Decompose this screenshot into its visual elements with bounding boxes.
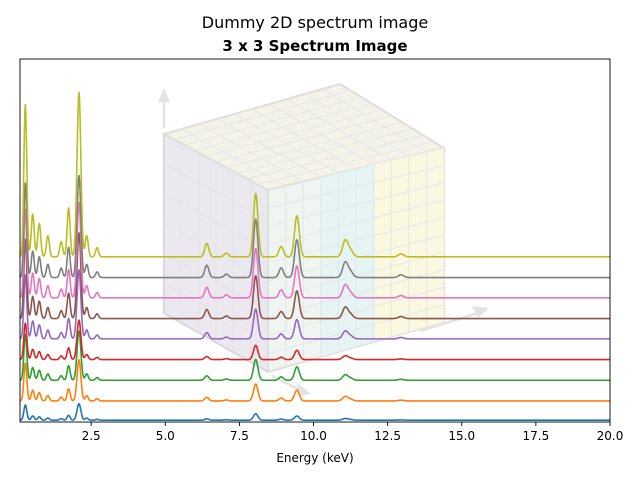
series-line-pixel-2-0-	[19, 201, 611, 299]
series-line-pixel-0-1-	[19, 359, 611, 402]
data-cube-illustration	[158, 82, 489, 396]
x-axis-label: Energy (keV)	[276, 451, 353, 465]
x-tick-label: 20.0	[597, 429, 624, 443]
x-tick-label: 15.0	[448, 429, 475, 443]
plot-frame	[19, 58, 611, 423]
axis-arrow-right	[419, 311, 479, 333]
cube-grid-line	[226, 122, 403, 168]
cube-side-tint-yellow	[375, 148, 444, 341]
cube-grid-line	[267, 234, 445, 282]
cube-grid-line	[269, 103, 374, 166]
series-line-pixel-0-2-	[19, 330, 611, 382]
cube-grid-line	[322, 88, 427, 153]
cube-grid-line	[286, 98, 392, 161]
axis-arrow-right-head	[472, 306, 489, 318]
x-tick-label: 7.5	[230, 429, 249, 443]
x-axis-ticks: 2.5 5.0 7.5 10.0 12.5 15.0 17.5 20.0	[82, 422, 624, 443]
chart-suptitle: Dummy 2D spectrum image	[202, 13, 428, 32]
x-tick-label: 12.5	[374, 429, 401, 443]
series-line-pixel-1-2-	[19, 232, 611, 320]
cube-grid-line	[247, 134, 424, 180]
axis-arrow-down	[271, 374, 301, 392]
series-line-pixel-1-1-	[19, 268, 611, 340]
axis-arrow-down-head	[297, 383, 311, 396]
series-line-pixel-1-0-	[19, 319, 611, 361]
cube-grid-line	[236, 128, 413, 174]
cube-grid-line	[304, 93, 410, 157]
cube-grid-line	[257, 141, 434, 185]
cube-grid-line	[163, 282, 269, 343]
x-tick-label: 5.0	[156, 429, 175, 443]
series-line-pixel-2-2-	[19, 91, 611, 258]
x-tick-label: 17.5	[523, 429, 550, 443]
axis-arrow-up-head	[158, 88, 170, 102]
spectrum-lines	[19, 91, 611, 421]
x-tick-label: 2.5	[82, 429, 101, 443]
chart-title: 3 x 3 Spectrum Image	[222, 37, 407, 55]
series-line-pixel-0-0-	[19, 402, 611, 421]
cube-grid-line	[267, 304, 445, 355]
series-line-pixel-2-1-	[19, 174, 611, 279]
cube-grid-line	[251, 108, 357, 170]
cube-grid-line	[267, 286, 445, 336]
x-tick-label: 10.0	[300, 429, 327, 443]
